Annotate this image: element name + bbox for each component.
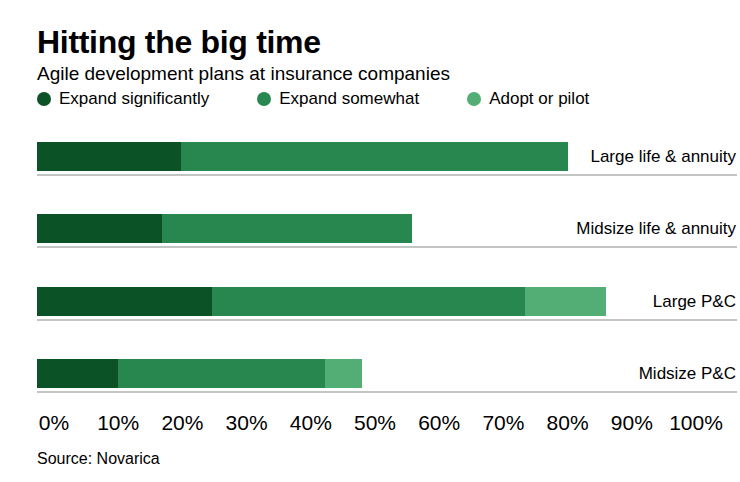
bar-category-label: Midsize life & annuity — [576, 214, 736, 243]
x-axis: 0% 10% 20% 30% 40% 50% 60% 70% 80% 90% 100% — [0, 411, 740, 437]
bar-category-label: Large life & annuity — [590, 142, 736, 171]
bar-segment — [181, 142, 569, 171]
x-axis-tick-label: 0% — [39, 411, 69, 435]
bar-category-label: Midsize P&C — [639, 359, 736, 388]
bar-baseline — [37, 174, 737, 176]
bar-segment — [37, 287, 212, 316]
chart-canvas: Hitting the big time Agile development p… — [0, 0, 740, 482]
bar-baseline — [37, 246, 737, 248]
chart-title: Hitting the big time — [37, 24, 321, 61]
legend-label: Expand significantly — [59, 89, 209, 109]
chart-subtitle: Agile development plans at insurance com… — [37, 63, 450, 85]
bar-segment — [525, 287, 606, 316]
legend-label: Adopt or pilot — [489, 89, 589, 109]
bar-segment — [162, 214, 412, 243]
bar-segment — [118, 359, 324, 388]
bar-category-label: Large P&C — [653, 287, 736, 316]
x-axis-tick-label: 70% — [482, 411, 524, 435]
legend: Expand significantly Expand somewhat Adopt… — [37, 88, 589, 110]
legend-dot-icon — [37, 92, 51, 106]
x-axis-tick-label: 80% — [547, 411, 589, 435]
legend-item: Expand significantly — [37, 89, 209, 109]
x-axis-tick-label: 50% — [354, 411, 396, 435]
legend-dot-icon — [257, 92, 271, 106]
bar-baseline — [37, 391, 737, 393]
bar-segment — [37, 214, 162, 243]
bar-segment — [212, 287, 525, 316]
x-axis-tick-label: 10% — [97, 411, 139, 435]
x-axis-tick-label: 40% — [290, 411, 332, 435]
bar-segment — [325, 359, 363, 388]
bar-baseline — [37, 319, 737, 321]
x-axis-tick-label: 30% — [226, 411, 268, 435]
x-axis-tick-label: 90% — [611, 411, 653, 435]
x-axis-tick-label: 100% — [669, 411, 723, 435]
x-axis-tick-label: 60% — [418, 411, 460, 435]
bar-segment — [37, 359, 118, 388]
legend-label: Expand somewhat — [279, 89, 419, 109]
bar-segment — [37, 142, 181, 171]
x-axis-tick-label: 20% — [161, 411, 203, 435]
legend-item: Adopt or pilot — [467, 89, 589, 109]
legend-dot-icon — [467, 92, 481, 106]
source-note: Source: Novarica — [37, 450, 160, 468]
legend-item: Expand somewhat — [257, 89, 419, 109]
